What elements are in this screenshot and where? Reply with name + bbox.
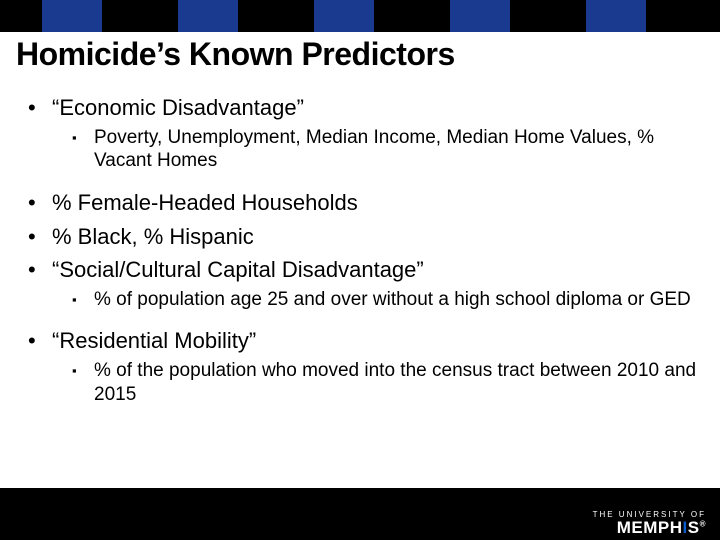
spacer xyxy=(28,173,698,183)
header-column xyxy=(42,0,102,32)
sub-bullet-item: ▪ Poverty, Unemployment, Median Income, … xyxy=(72,126,698,174)
slide-title: Homicide’s Known Predictors xyxy=(16,36,455,73)
sub-bullet-item: ▪ % of the population who moved into the… xyxy=(72,359,698,407)
bullet-marker-icon: • xyxy=(28,256,52,284)
header-column xyxy=(450,0,510,32)
header-column xyxy=(314,0,374,32)
registered-icon: ® xyxy=(700,519,706,528)
bullet-marker-icon: ▪ xyxy=(72,126,94,146)
top-bar xyxy=(0,0,720,32)
footer-bar: THE UNIVERSITY OF MEMPHIS® xyxy=(0,488,720,540)
header-column xyxy=(586,0,646,32)
slide-content: • “Economic Disadvantage” ▪ Poverty, Une… xyxy=(28,88,698,406)
bullet-item: • “Economic Disadvantage” xyxy=(28,94,698,122)
bullet-text: % of population age 25 and over without … xyxy=(94,288,698,312)
bullet-text: Poverty, Unemployment, Median Income, Me… xyxy=(94,126,698,174)
slide: Homicide’s Known Predictors • “Economic … xyxy=(0,0,720,540)
bullet-text: % Black, % Hispanic xyxy=(52,223,698,251)
sub-bullet-item: ▪ % of population age 25 and over withou… xyxy=(72,288,698,312)
bullet-marker-icon: ▪ xyxy=(72,359,94,379)
bullet-marker-icon: • xyxy=(28,94,52,122)
bullet-text: “Residential Mobility” xyxy=(52,327,698,355)
spacer xyxy=(28,311,698,321)
bullet-item: • % Black, % Hispanic xyxy=(28,223,698,251)
bullet-marker-icon: • xyxy=(28,223,52,251)
bullet-text: “Social/Cultural Capital Disadvantage” xyxy=(52,256,698,284)
university-logo: THE UNIVERSITY OF MEMPHIS® xyxy=(593,510,706,536)
logo-line2: MEMPHIS® xyxy=(593,519,706,536)
bullet-marker-icon: ▪ xyxy=(72,288,94,308)
bullet-item: • “Residential Mobility” xyxy=(28,327,698,355)
logo-text: S xyxy=(688,518,700,537)
bullet-item: • “Social/Cultural Capital Disadvantage” xyxy=(28,256,698,284)
bullet-marker-icon: • xyxy=(28,327,52,355)
bullet-marker-icon: • xyxy=(28,189,52,217)
bullet-text: % of the population who moved into the c… xyxy=(94,359,698,407)
logo-text: MEMPH xyxy=(617,518,683,537)
bullet-item: • % Female-Headed Households xyxy=(28,189,698,217)
bullet-text: % Female-Headed Households xyxy=(52,189,698,217)
bullet-text: “Economic Disadvantage” xyxy=(52,94,698,122)
header-column xyxy=(178,0,238,32)
